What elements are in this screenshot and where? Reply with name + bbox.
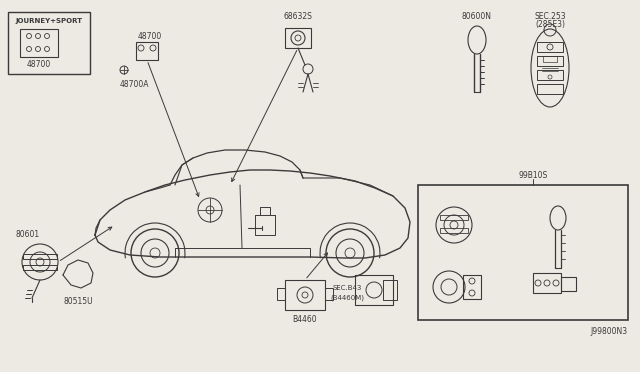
Text: 99B10S: 99B10S [518, 170, 548, 180]
Bar [543, 56, 557, 62]
Bar [418, 185, 628, 320]
Bar [277, 288, 285, 300]
Bar [561, 277, 576, 291]
Bar [537, 84, 563, 94]
Bar [533, 273, 561, 293]
Bar [325, 288, 333, 300]
Text: 48700: 48700 [27, 60, 51, 68]
Bar [383, 280, 397, 300]
Bar [136, 42, 158, 60]
Text: 68632S: 68632S [284, 12, 312, 20]
Bar [355, 275, 393, 305]
Text: 48700A: 48700A [119, 80, 148, 89]
Bar [285, 28, 311, 48]
Bar [285, 280, 325, 310]
Text: (285E3): (285E3) [535, 19, 565, 29]
Text: (B4460M): (B4460M) [330, 295, 364, 301]
Text: 80600N: 80600N [462, 12, 492, 20]
Text: J99800N3: J99800N3 [591, 327, 628, 337]
Text: 48700: 48700 [138, 32, 162, 41]
Bar [440, 215, 468, 220]
Text: SEC.B43: SEC.B43 [332, 285, 362, 291]
Text: B4460: B4460 [292, 315, 317, 324]
Bar [537, 42, 563, 52]
Text: 80515U: 80515U [63, 298, 93, 307]
Text: SEC.253: SEC.253 [534, 12, 566, 20]
Text: JOURNEY+SPORT: JOURNEY+SPORT [15, 18, 83, 24]
Bar [537, 56, 563, 66]
Bar [8, 12, 90, 74]
Text: 80601: 80601 [16, 230, 40, 238]
Bar [440, 228, 468, 233]
Bar [20, 29, 58, 57]
Bar [537, 70, 563, 80]
Bar [463, 275, 481, 299]
Bar [23, 254, 57, 259]
Bar [23, 265, 57, 270]
